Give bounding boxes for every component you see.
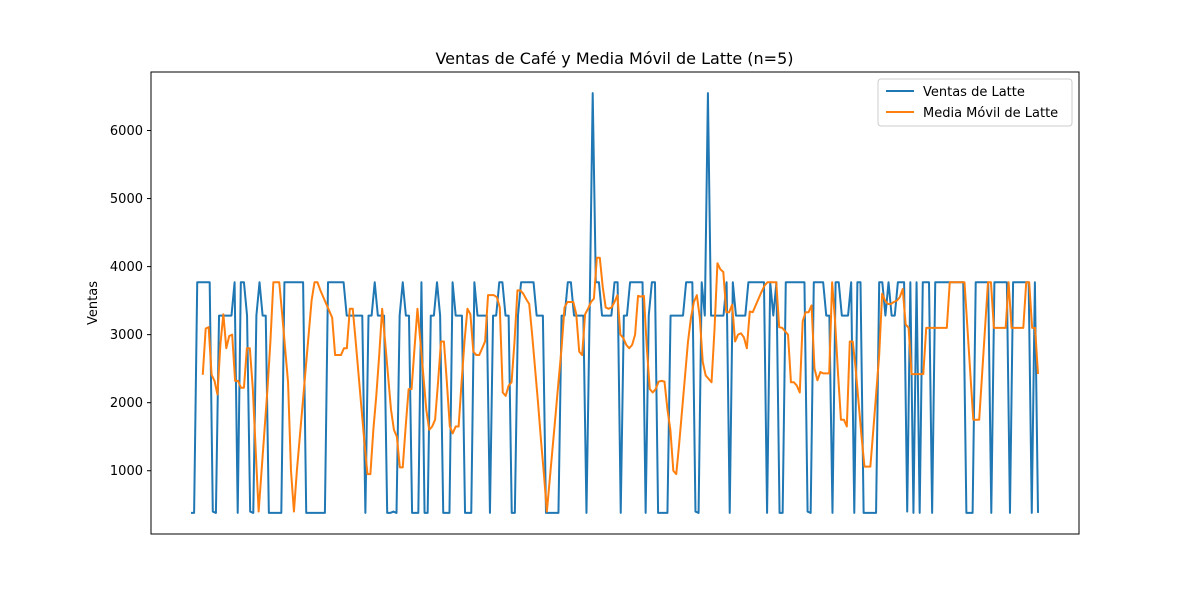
- plot-frame: [150, 71, 1080, 535]
- y-tick-label: 2000: [110, 396, 143, 411]
- series-line-media-movil-de-latte: [201, 256, 1039, 513]
- y-tick-label: 1000: [110, 464, 143, 479]
- y-axis: 1000 2000 3000 4000 5000 6000: [110, 124, 151, 479]
- legend: Ventas de Latte Media Móvil de Latte: [877, 78, 1073, 127]
- chart-title: Ventas de Café y Media Móvil de Latte (n…: [435, 49, 793, 68]
- y-tick-label: 3000: [110, 328, 143, 343]
- y-tick-label: 6000: [110, 124, 143, 139]
- y-axis-label: Ventas: [86, 281, 101, 325]
- series-layer: [191, 92, 1039, 514]
- y-tick-label: 4000: [110, 260, 143, 275]
- legend-label-media-movil-de-latte: Media Móvil de Latte: [923, 106, 1058, 121]
- legend-label-ventas-de-latte: Ventas de Latte: [923, 85, 1025, 100]
- legend-box: [877, 78, 1073, 127]
- y-tick-label: 5000: [110, 192, 143, 207]
- series-line-ventas-de-latte: [191, 92, 1039, 514]
